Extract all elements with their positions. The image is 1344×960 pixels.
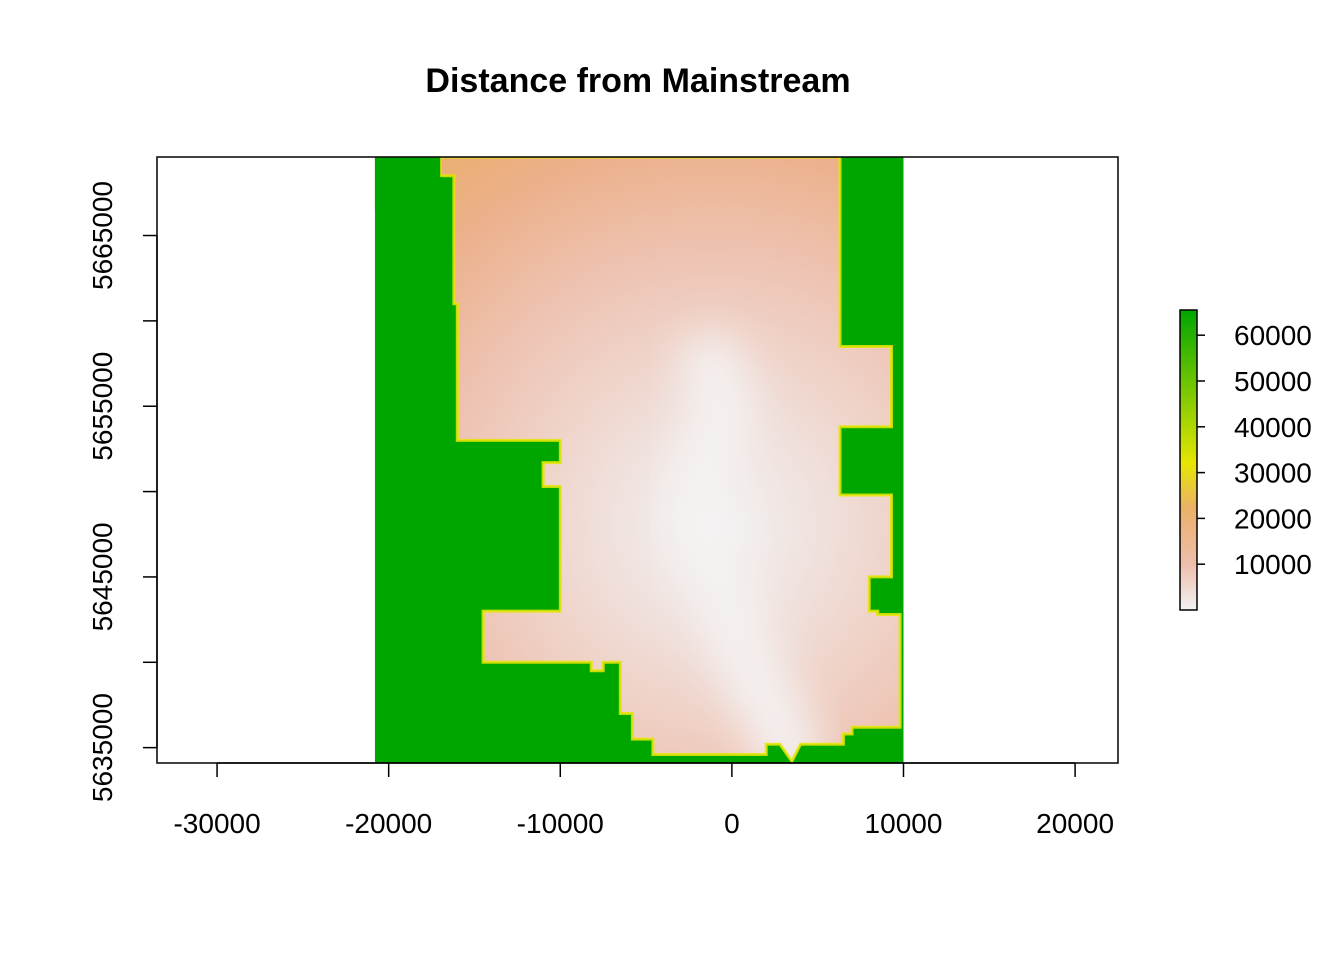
legend-tick-label: 50000 bbox=[1234, 366, 1312, 397]
legend-tick-label: 40000 bbox=[1234, 412, 1312, 443]
y-axis: 5635000 5645000 5655000 5665000 bbox=[87, 181, 158, 802]
chart-title: Distance from Mainstream bbox=[425, 62, 850, 100]
x-tick-label: 20000 bbox=[1036, 808, 1114, 839]
legend-tick-label: 20000 bbox=[1234, 503, 1312, 534]
x-tick-label: 10000 bbox=[865, 808, 943, 839]
legend-tick-label: 30000 bbox=[1234, 458, 1312, 489]
basin-edge bbox=[374, 157, 902, 763]
x-axis: -30000 -20000 -10000 0 10000 20000 bbox=[173, 762, 1114, 839]
y-tick-label: 5665000 bbox=[87, 181, 118, 290]
y-tick-label: 5635000 bbox=[87, 693, 118, 802]
x-tick-label: -10000 bbox=[517, 808, 604, 839]
x-tick-label: -20000 bbox=[345, 808, 432, 839]
y-tick-label: 5655000 bbox=[87, 352, 118, 461]
mainstream-path bbox=[667, 333, 822, 762]
basin-area bbox=[374, 157, 901, 762]
legend-tick-label: 60000 bbox=[1234, 320, 1312, 351]
legend-tick-label: 10000 bbox=[1234, 549, 1312, 580]
x-tick-label: -30000 bbox=[173, 808, 260, 839]
legend-colorbar bbox=[1179, 309, 1198, 611]
y-tick-label: 5645000 bbox=[87, 522, 118, 631]
raster-layer bbox=[374, 157, 904, 763]
x-tick-label: 0 bbox=[724, 808, 740, 839]
outside-pocket-0 bbox=[374, 157, 441, 253]
color-legend: 10000 20000 30000 40000 50000 60000 bbox=[1179, 309, 1312, 611]
